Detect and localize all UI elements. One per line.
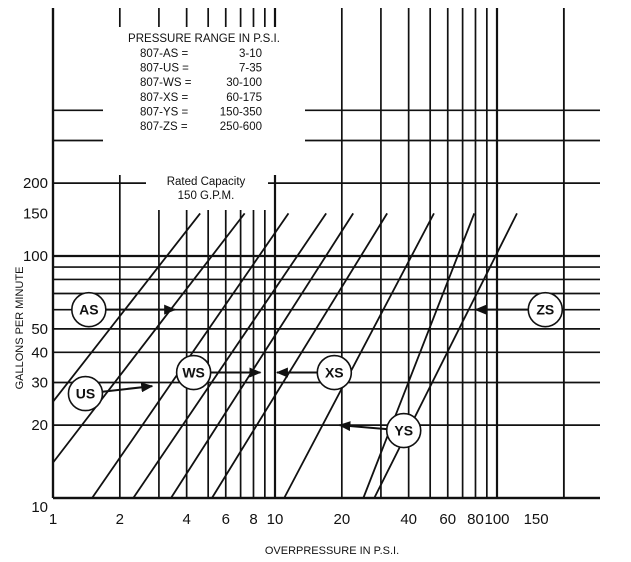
chart-series-lines bbox=[52, 212, 518, 499]
pressure-row-model: 807-WS = bbox=[140, 77, 192, 89]
series-arrow bbox=[338, 421, 387, 432]
series-bubble bbox=[175, 354, 212, 391]
pressure-row-range: 60-175 bbox=[226, 92, 262, 104]
pressure-range-title: PRESSURE RANGE IN P.S.I. bbox=[128, 33, 280, 45]
series-bubble bbox=[527, 291, 564, 328]
series-labels: AS US WS XS YS ZS bbox=[67, 291, 564, 449]
series-line bbox=[283, 212, 435, 499]
x-tick-label: 150 bbox=[524, 511, 549, 528]
pressure-row-range: 3-10 bbox=[239, 48, 262, 60]
x-tick-label: 6 bbox=[222, 511, 230, 528]
pressure-row-model: 807-XS = bbox=[140, 92, 189, 104]
pressure-row-model: 807-YS = bbox=[140, 106, 189, 118]
series-line bbox=[373, 212, 518, 499]
series-label: US bbox=[76, 386, 95, 402]
pressure-row-range: 250-600 bbox=[220, 121, 262, 133]
series-arrow bbox=[102, 382, 154, 393]
x-tick-label: 100 bbox=[484, 511, 509, 528]
x-tick-label: 10 bbox=[267, 511, 284, 528]
pressure-row-range: 30-100 bbox=[226, 77, 262, 89]
series-line bbox=[170, 212, 354, 499]
series-bubble bbox=[316, 354, 353, 391]
x-tick-labels: 1 2 4 6 8 10 20 40 60 80 100 150 bbox=[49, 511, 549, 528]
x-tick-label: 1 bbox=[49, 511, 57, 528]
pressure-row-range: 150-350 bbox=[220, 106, 262, 118]
series-label: ZS bbox=[536, 302, 554, 318]
pressure-row-model: 807-US = bbox=[140, 63, 189, 75]
x-tick-label: 2 bbox=[116, 511, 124, 528]
series-line bbox=[52, 212, 201, 403]
pressure-range-box: PRESSURE RANGE IN P.S.I. 807-AS = 3-10807… bbox=[103, 27, 305, 175]
pressure-row-range: 7-35 bbox=[239, 63, 262, 75]
y-tick-label: 30 bbox=[31, 375, 48, 392]
pressure-range-rows: 807-AS = 3-10 807-US = 7-35 807-WS = 30-100 80… bbox=[140, 48, 262, 133]
y-tick-label: 150 bbox=[23, 205, 48, 222]
x-tick-label: 40 bbox=[400, 511, 417, 528]
series-label: YS bbox=[394, 423, 413, 439]
series-label: XS bbox=[325, 365, 344, 381]
pressure-row-model: 807-AS = bbox=[140, 48, 189, 60]
pressure-range-box-background bbox=[103, 27, 305, 175]
series-bubble bbox=[385, 412, 422, 449]
y-tick-label: 100 bbox=[23, 248, 48, 265]
y-tick-label: 50 bbox=[31, 321, 48, 338]
series-line bbox=[52, 212, 246, 464]
x-tick-label: 4 bbox=[182, 511, 190, 528]
y-tick-label: 10 bbox=[31, 499, 48, 516]
y-tick-label: 40 bbox=[31, 344, 48, 361]
y-tick-labels: 10 20 30 40 50 100 150 200 bbox=[23, 175, 48, 516]
series-bubble bbox=[71, 291, 107, 328]
x-tick-label: 60 bbox=[439, 511, 456, 528]
x-tick-label: 20 bbox=[333, 511, 350, 528]
capacity-note-line2: 150 G.P.M. bbox=[178, 190, 235, 202]
series-label: AS bbox=[79, 302, 98, 318]
y-axis-title: GALLONS PER MINUTE bbox=[14, 267, 26, 390]
series-line bbox=[132, 212, 327, 499]
capacity-note-background bbox=[146, 172, 268, 210]
series-line bbox=[362, 213, 476, 499]
y-tick-label: 200 bbox=[23, 175, 48, 192]
capacity-note: Rated Capacity 150 G.P.M. bbox=[146, 172, 268, 210]
y-tick-label: 20 bbox=[31, 417, 48, 434]
pressure-row-model: 807-ZS = bbox=[140, 121, 188, 133]
x-axis-title: OVERPRESSURE IN P.S.I. bbox=[265, 545, 399, 557]
series-label: WS bbox=[182, 365, 205, 381]
series-line bbox=[211, 212, 388, 499]
x-tick-label: 8 bbox=[249, 511, 257, 528]
x-tick-label: 80 bbox=[467, 511, 484, 528]
capacity-note-line1: Rated Capacity bbox=[167, 176, 246, 188]
series-bubble bbox=[67, 375, 104, 412]
